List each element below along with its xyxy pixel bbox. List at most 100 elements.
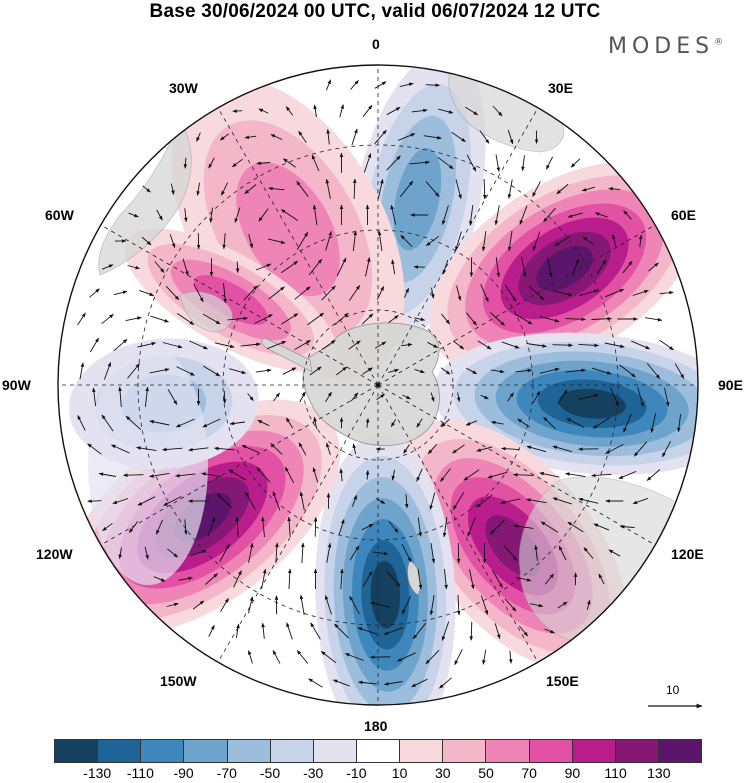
wind-vector [532,231,541,251]
lon-label-60e: 60E [671,207,696,223]
wind-vector [313,516,318,537]
wind-vector [365,469,370,480]
wind-vector [175,473,196,478]
wind-vector [370,601,391,608]
wind-vector [162,447,183,452]
wind-vector [592,417,611,429]
wind-vector [128,521,139,533]
wind-vector [189,340,209,350]
wind-vector [326,128,330,145]
wind-vector [325,391,332,403]
wind-vector [101,264,114,270]
wind-vector [296,650,309,664]
wind-vector [247,393,254,401]
wind-vector [351,128,358,146]
wind-vector [518,625,529,637]
wind-vector [272,491,281,511]
wind-vector [308,678,323,688]
wind-vector [390,419,397,427]
wind-vector [440,468,451,482]
wind-vector [476,494,493,508]
wind-vector [388,521,399,533]
wind-vector [365,417,370,428]
wind-vector [582,236,595,246]
wind-vector [232,109,243,113]
wind-vector [219,544,230,562]
wind-vector [102,522,113,532]
wind-vector [423,135,442,140]
graticule [58,65,698,705]
wind-vector [383,627,404,635]
wind-vector [593,523,610,531]
wind-vector [272,650,281,664]
wind-vector [545,573,554,585]
wind-vector [605,288,625,298]
wind-vector [92,387,97,407]
colorbar-swatch [485,740,529,762]
wind-vector [334,312,349,326]
wind-vector [425,181,440,197]
wind-vector [500,498,521,505]
wind-vector [384,681,403,686]
wind-vector [149,368,170,374]
wind-vector [299,594,305,615]
wind-vector [469,621,474,641]
wind-vector [261,568,267,589]
wind-vector [268,286,285,300]
wind-vector [526,343,547,348]
wind-vector [216,493,233,509]
wind-vector [567,212,583,218]
colorbar-swatch [442,740,486,762]
colorbar-tick-label: -110 [126,765,154,781]
wind-vector [400,343,413,347]
wind-vector [451,131,466,143]
wind-vector [427,341,438,349]
wind-vector [604,342,625,348]
lon-label-90e: 90E [718,377,743,393]
wind-vector [348,340,361,350]
wind-vector [150,315,169,323]
wind-vector [517,418,530,428]
wind-vector [235,623,240,638]
colorbar-tick-label: -10 [346,765,367,781]
wind-vector [175,418,195,428]
wind-vector [376,285,385,300]
wind-vector [571,258,580,276]
wind-vector [401,543,412,563]
wind-vector [208,157,215,169]
wind-vector [361,313,374,325]
wind-vector [139,289,155,297]
wind-vector [442,259,449,275]
wind-vector [456,594,461,616]
colorbar-swatch [399,740,443,762]
wind-vector [633,441,648,457]
south-america [98,119,192,276]
wind-vector [350,392,359,402]
wind-vector [202,418,221,428]
lon-label-30w: 30W [169,80,198,96]
wind-vector [270,134,283,140]
wind-vector [591,367,612,375]
colorbar-tick-label: -30 [303,765,324,781]
lon-label-0: 0 [372,36,380,52]
wind-vector [429,492,436,510]
colorbar-swatch [614,740,658,762]
colorbar-swatch [226,740,270,762]
wind-vector [515,576,532,582]
colorbar-swatch [571,740,615,762]
lon-label-30e: 30E [548,80,573,96]
wind-vector [504,598,517,612]
wind-vector [299,491,305,511]
wind-vector [77,414,86,431]
wind-vector [430,287,435,299]
wind-vector [452,340,465,350]
wind-vector [142,185,151,193]
wind-vector [220,182,229,196]
wind-vector [325,178,331,199]
wind-vector [409,160,430,165]
wind-vector [598,573,605,585]
wind-vector [487,471,508,479]
wind-vector [336,257,347,277]
wind-vector [479,130,490,144]
colorbar-tick-label: -130 [83,765,112,781]
